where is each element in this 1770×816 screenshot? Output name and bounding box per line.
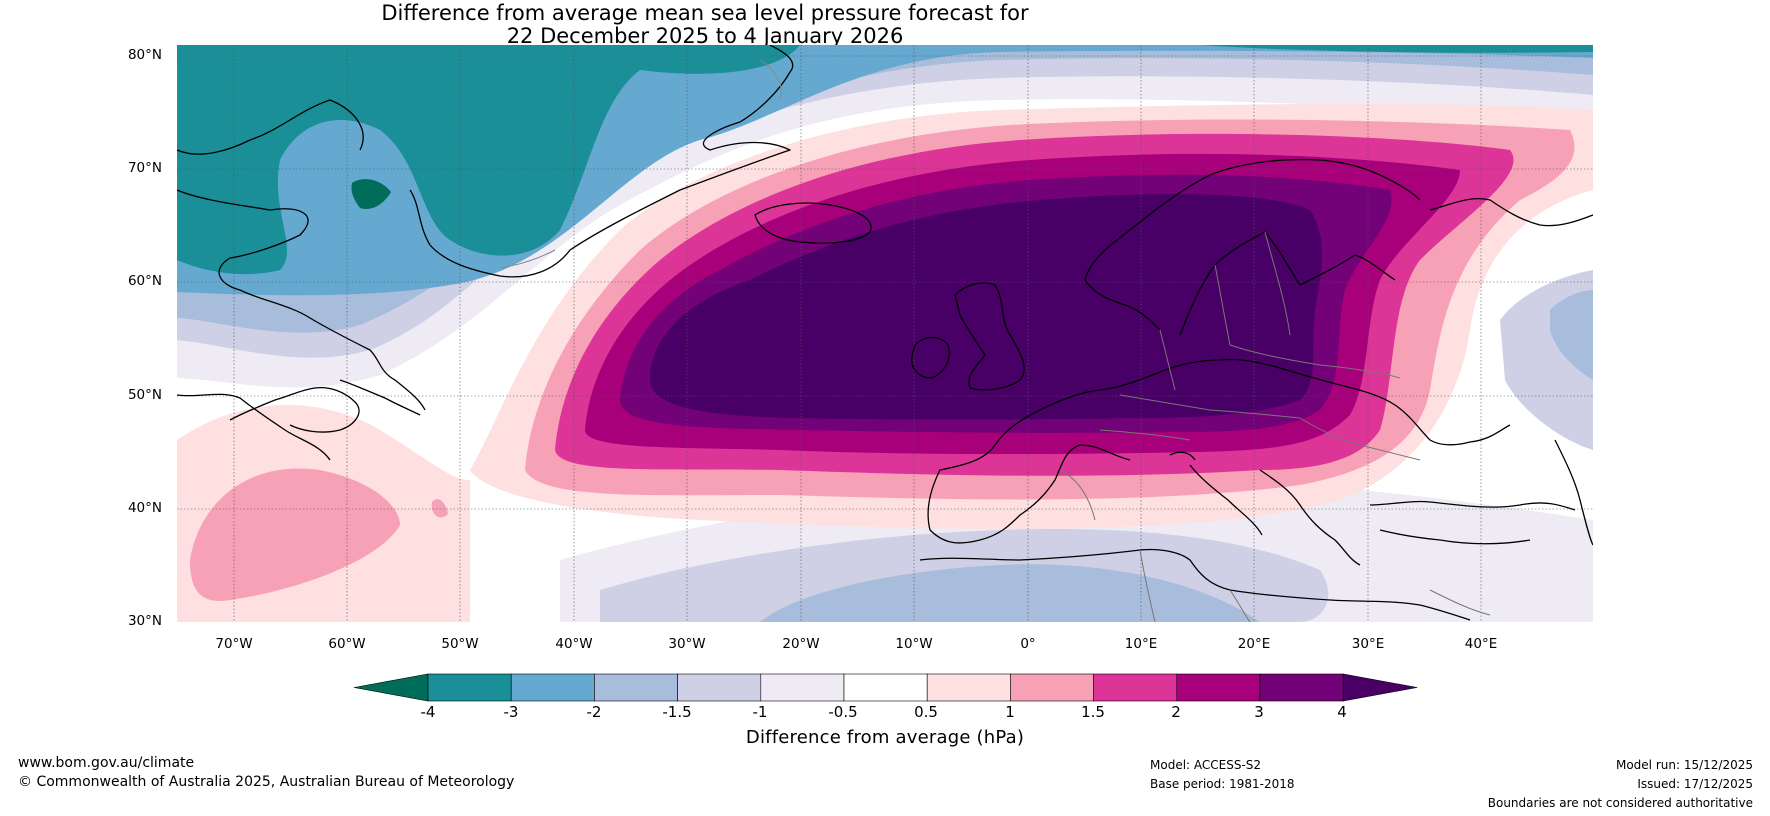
colorbar-extend-high: [1342, 673, 1418, 702]
coast-iberia: [927, 409, 1131, 544]
lon-label-10e: 10°E: [1124, 636, 1158, 652]
lon-label-60w: 60°W: [328, 636, 366, 652]
colorbar-label: Difference from average (hPa): [745, 727, 1025, 748]
coast-scandinavia: [1084, 158, 1421, 336]
colorbar-tick: 4: [1337, 703, 1347, 721]
footer-website: www.bom.gov.au/climate: [18, 755, 195, 771]
colorbar-tick: 0.5: [914, 703, 938, 721]
colorbar-tick: 2: [1171, 703, 1181, 721]
colorbar-tick: -1: [752, 703, 768, 721]
field-neg-top-right: [1200, 45, 1593, 53]
colorbar-swatch: [1093, 673, 1178, 702]
lat-label-70n: 70°N: [127, 160, 162, 176]
coast-russia-arctic: [1429, 198, 1593, 227]
coastlines: [177, 45, 1593, 621]
colorbar-tick: 3: [1254, 703, 1264, 721]
map-field: [177, 45, 1593, 622]
field-neg-4: [351, 179, 391, 210]
colorbar-extend-low: [353, 673, 429, 702]
coast-west-europe: [1039, 358, 1511, 446]
coast-greenland: [409, 45, 794, 278]
field-neg-east-15: [1550, 290, 1593, 380]
coast-baffin: [177, 99, 426, 411]
coast-turkey: [1369, 500, 1576, 545]
footer-disclaimer: Boundaries are not considered authoritat…: [1487, 796, 1753, 810]
footer-model-run: Model run: 15/12/2025: [1615, 758, 1753, 772]
lon-label-30e: 30°E: [1351, 636, 1385, 652]
colorbar-swatch: [843, 673, 928, 702]
coast-ireland: [911, 336, 950, 379]
lon-label-70w: 70°W: [215, 636, 253, 652]
colorbar-swatch: [1010, 673, 1094, 702]
graticule: [177, 45, 1593, 622]
colorbar-swatch: [677, 673, 762, 702]
colorbar-tick: -4: [420, 703, 436, 721]
footer-model: Model: ACCESS-S2: [1150, 758, 1262, 772]
field-pos-sw-blob: [431, 499, 448, 518]
lat-label-80n: 80°N: [127, 47, 162, 63]
lat-label-60n: 60°N: [127, 273, 162, 289]
coast-caspian: [1554, 439, 1593, 546]
field-neg-3: [177, 45, 800, 275]
field-neg-south-15: [760, 564, 1260, 622]
lon-label-50w: 50°W: [441, 636, 479, 652]
lon-label-20w: 20°W: [782, 636, 820, 652]
lat-label-40n: 40°N: [127, 500, 162, 516]
lon-label-0: 0°: [1020, 636, 1036, 652]
coast-north-africa: [919, 548, 1471, 621]
colorbar-tick: -2: [586, 703, 602, 721]
lon-label-40e: 40°E: [1464, 636, 1498, 652]
coast-balkans: [1259, 469, 1361, 566]
colorbar-tick: -3: [503, 703, 519, 721]
lon-label-40w: 40°W: [555, 636, 593, 652]
colorbar-swatch: [427, 673, 512, 702]
colorbar: [353, 673, 1418, 702]
colorbar-swatch: [510, 673, 595, 702]
footer-issued: Issued: 17/12/2025: [1637, 777, 1753, 791]
title-line-2: 22 December 2025 to 4 January 2026: [506, 24, 904, 48]
lon-label-20e: 20°E: [1237, 636, 1271, 652]
field-pos-4: [650, 194, 1322, 420]
colorbar-tick: -0.5: [828, 703, 858, 721]
footer-base-period: Base period: 1981-2018: [1150, 777, 1295, 791]
coast-iceland: [754, 202, 872, 244]
title-line-1: Difference from average mean sea level p…: [381, 1, 1029, 25]
colorbar-tick: -1.5: [662, 703, 692, 721]
lon-label-30w: 30°W: [668, 636, 706, 652]
colorbar-tick: 1: [1005, 703, 1015, 721]
colorbar-swatch: [1176, 673, 1261, 702]
colorbar-swatch: [926, 673, 1011, 702]
lat-label-30n: 30°N: [127, 613, 162, 629]
colorbar-tick: 1.5: [1081, 703, 1105, 721]
coast-northeast-america: [177, 379, 421, 461]
colorbar-swatch: [760, 673, 845, 702]
footer-copyright: © Commonwealth of Australia 2025, Austra…: [18, 774, 515, 790]
ice-edges: [499, 59, 782, 269]
country-borders: [1059, 231, 1491, 622]
lat-label-50n: 50°N: [127, 387, 162, 403]
colorbar-swatch: [594, 673, 678, 702]
coast-italy: [1169, 451, 1263, 536]
lon-label-10w: 10°W: [895, 636, 933, 652]
colorbar-swatch: [1259, 673, 1344, 702]
field-pos-sw-1: [190, 468, 400, 601]
coast-britain: [954, 282, 1025, 391]
